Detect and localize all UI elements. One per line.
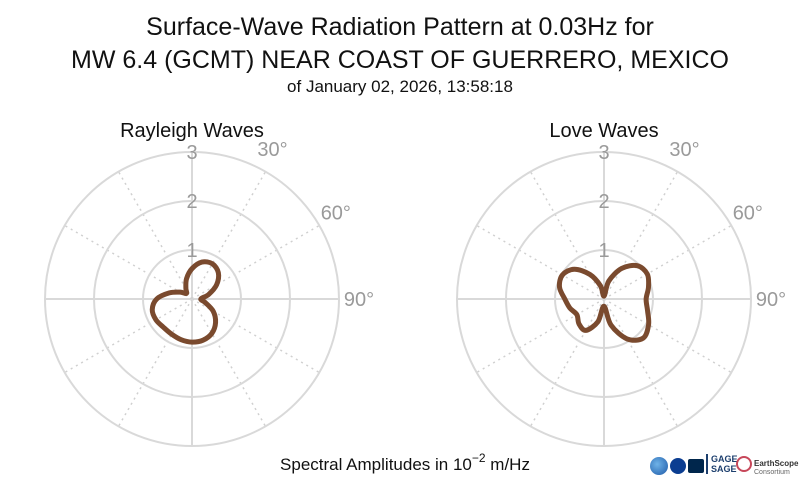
- rayleigh-radiation-pattern: [149, 259, 222, 345]
- radial-tick-label: 1: [186, 240, 197, 262]
- angular-tick-label: 90°: [756, 289, 786, 311]
- grid-spoke: [191, 298, 267, 427]
- grid-spoke: [476, 298, 605, 374]
- rayleigh-tick-labels: 1 2 3 30° 60° 90°: [186, 139, 374, 311]
- gage-text: GAGE: [711, 454, 738, 464]
- grid-ring: [44, 151, 340, 447]
- earthscope-text: EarthScope: [754, 459, 799, 468]
- grid-spoke: [476, 224, 605, 300]
- amplitude-units-label: Spectral Amplitudes in 10−2 m/Hz: [280, 451, 530, 474]
- rayleigh-chart-title: Rayleigh Waves: [120, 120, 264, 142]
- grid-ring: [93, 200, 291, 398]
- grid-spoke: [191, 171, 267, 300]
- rayleigh-polar-grid: [44, 151, 340, 447]
- angular-tick-label: 30°: [257, 139, 287, 161]
- love-polar-grid: [456, 151, 752, 447]
- radial-tick-label: 2: [186, 191, 197, 213]
- angular-tick-label: 30°: [669, 139, 699, 161]
- love-radiation-pattern: [556, 262, 652, 343]
- grid-spoke: [603, 171, 679, 300]
- grid-spoke: [529, 298, 605, 427]
- earthscope-logo-icon: [736, 456, 752, 472]
- grid-ring: [505, 200, 703, 398]
- figure-title-line2: MW 6.4 (GCMT) NEAR COAST OF GUERRERO, ME…: [71, 46, 729, 74]
- grid-spoke: [603, 298, 679, 427]
- radial-tick-label: 3: [186, 142, 197, 164]
- grid-spoke: [64, 224, 193, 300]
- angular-tick-label: 90°: [344, 289, 374, 311]
- sage-text: SAGE: [711, 464, 737, 474]
- grid-spoke: [117, 171, 193, 300]
- grid-spoke: [64, 298, 193, 374]
- angular-tick-label: 60°: [733, 203, 763, 225]
- consortium-text: Consortium: [754, 469, 790, 476]
- grid-spoke: [603, 298, 732, 374]
- grid-spoke: [117, 298, 193, 427]
- radial-tick-label: 1: [598, 240, 609, 262]
- nsf-logo-icon: [650, 457, 668, 475]
- figure-title-line1: Surface-Wave Radiation Pattern at 0.03Hz…: [146, 13, 654, 41]
- figure-subtitle: of January 02, 2026, 13:58:18: [287, 77, 513, 96]
- nasa-logo-icon: [670, 458, 686, 474]
- love-polar-chart: Love Waves 1 2 3 30° 60° 90°: [456, 120, 786, 447]
- love-tick-labels: 1 2 3 30° 60° 90°: [598, 139, 786, 311]
- grid-ring: [142, 249, 242, 349]
- gage-sage-logo: GAGE SAGE: [706, 454, 738, 474]
- radial-tick-label: 2: [598, 191, 609, 213]
- angular-tick-label: 60°: [321, 203, 351, 225]
- love-chart-title: Love Waves: [549, 120, 658, 142]
- sponsor-logos: GAGE SAGE EarthScope Consortium: [648, 447, 798, 487]
- grid-ring: [554, 249, 654, 349]
- usgs-logo-icon: [688, 459, 704, 473]
- grid-spoke: [603, 224, 732, 300]
- grid-ring: [456, 151, 752, 447]
- radial-tick-label: 3: [598, 142, 609, 164]
- rayleigh-polar-chart: Rayleigh Waves 1 2 3 30° 60° 90°: [44, 120, 374, 447]
